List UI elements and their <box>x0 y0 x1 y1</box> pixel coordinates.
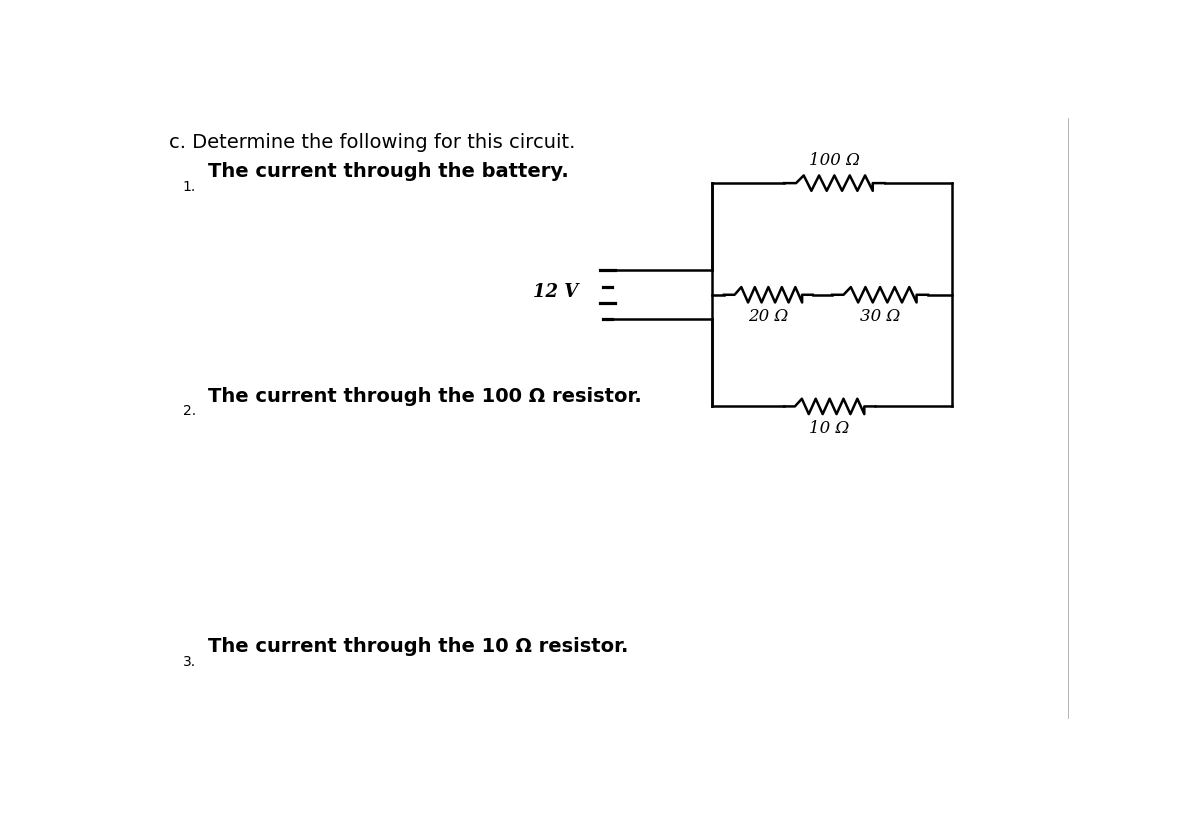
Text: 1.: 1. <box>182 180 196 194</box>
Text: 100 Ω: 100 Ω <box>809 152 860 169</box>
Text: The current through the battery.: The current through the battery. <box>208 162 569 182</box>
Text: 20 Ω: 20 Ω <box>749 308 788 325</box>
Text: The current through the 100 Ω resistor.: The current through the 100 Ω resistor. <box>208 387 642 407</box>
Text: c. Determine the following for this circuit.: c. Determine the following for this circ… <box>169 133 576 152</box>
Text: 3.: 3. <box>182 655 196 669</box>
Text: 12 V: 12 V <box>533 282 578 301</box>
Text: The current through the 10 Ω resistor.: The current through the 10 Ω resistor. <box>208 637 629 656</box>
Text: 30 Ω: 30 Ω <box>860 308 900 325</box>
Text: 2.: 2. <box>182 404 196 418</box>
Text: 10 Ω: 10 Ω <box>810 421 850 437</box>
